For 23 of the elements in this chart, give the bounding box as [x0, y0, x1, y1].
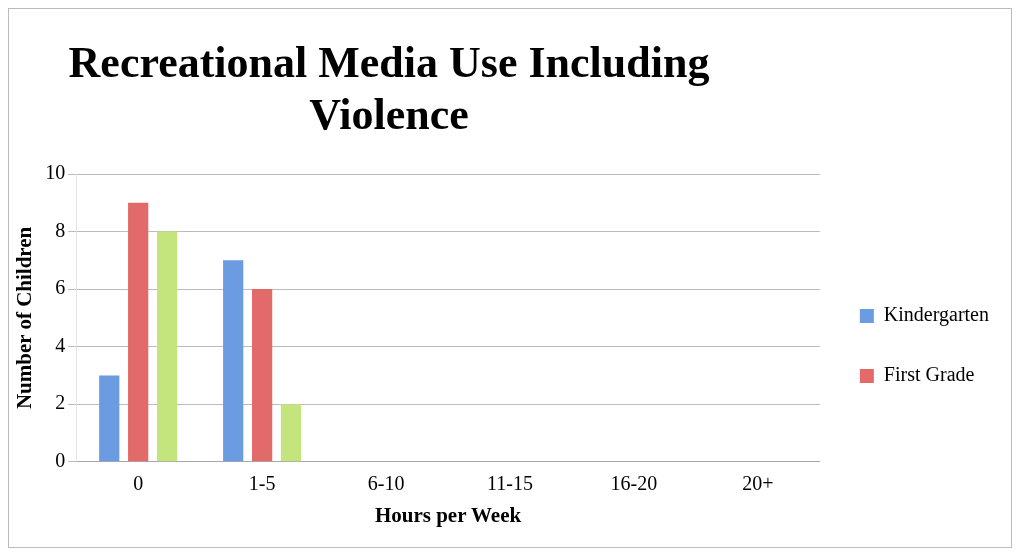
- x-tick-label: 16-20: [610, 472, 658, 495]
- x-tick-label: 20+: [742, 472, 774, 495]
- y-tick-label: 6: [55, 276, 66, 299]
- bar: [223, 260, 244, 462]
- bar: [156, 231, 178, 462]
- y-tick-label: 0: [55, 449, 66, 472]
- legend-label: First Grade: [883, 363, 975, 386]
- y-tick-label: 4: [55, 333, 66, 356]
- x-tick-label: 1-5: [248, 472, 276, 495]
- bar: [251, 289, 273, 462]
- legend-label: Kindergarten: [883, 303, 990, 327]
- bar: [99, 375, 120, 462]
- y-tick-label: 2: [55, 391, 66, 414]
- x-tick-label: 11-15: [487, 472, 533, 495]
- y-tick-label: 8: [55, 218, 66, 241]
- y-tick-label: 10: [45, 161, 66, 184]
- x-tick-label: 6-10: [367, 472, 405, 495]
- bar: [128, 202, 149, 462]
- y-axis-title: Number of Children: [12, 226, 37, 410]
- bar: [280, 404, 302, 462]
- chart-title: Recreational Media Use Including Violence: [67, 37, 711, 141]
- x-tick-label: 0: [133, 472, 144, 495]
- x-axis-title: Hours per Week: [374, 502, 522, 527]
